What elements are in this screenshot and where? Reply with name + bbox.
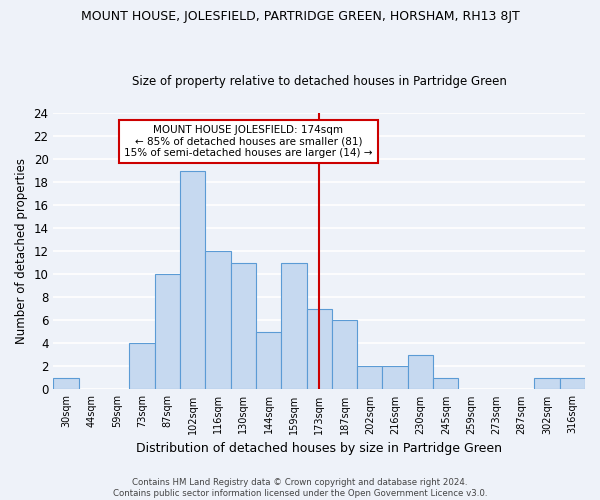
Bar [433,378,458,390]
Bar [281,263,307,390]
Bar [180,171,205,390]
Bar [130,344,155,390]
X-axis label: Distribution of detached houses by size in Partridge Green: Distribution of detached houses by size … [136,442,502,455]
Bar [535,378,560,390]
Bar [408,355,433,390]
Text: MOUNT HOUSE, JOLESFIELD, PARTRIDGE GREEN, HORSHAM, RH13 8JT: MOUNT HOUSE, JOLESFIELD, PARTRIDGE GREEN… [80,10,520,23]
Bar [332,320,357,390]
Text: MOUNT HOUSE JOLESFIELD: 174sqm
← 85% of detached houses are smaller (81)
15% of : MOUNT HOUSE JOLESFIELD: 174sqm ← 85% of … [124,125,373,158]
Title: Size of property relative to detached houses in Partridge Green: Size of property relative to detached ho… [132,76,506,88]
Y-axis label: Number of detached properties: Number of detached properties [15,158,28,344]
Bar [560,378,585,390]
Bar [382,366,408,390]
Bar [230,263,256,390]
Bar [256,332,281,390]
Bar [307,309,332,390]
Text: Contains HM Land Registry data © Crown copyright and database right 2024.
Contai: Contains HM Land Registry data © Crown c… [113,478,487,498]
Bar [205,252,230,390]
Bar [53,378,79,390]
Bar [155,274,180,390]
Bar [357,366,382,390]
